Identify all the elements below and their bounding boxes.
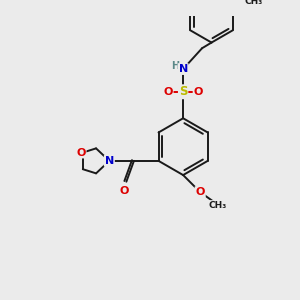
Text: CH₃: CH₃: [208, 201, 226, 210]
Text: O: O: [196, 187, 205, 197]
Text: H: H: [172, 61, 180, 71]
Text: O: O: [163, 87, 173, 97]
Text: O: O: [120, 186, 129, 196]
Text: N: N: [178, 64, 188, 74]
Text: O: O: [194, 87, 203, 97]
Text: S: S: [179, 85, 188, 98]
Text: CH₃: CH₃: [244, 0, 263, 6]
Text: N: N: [105, 156, 114, 166]
Text: O: O: [76, 148, 86, 158]
